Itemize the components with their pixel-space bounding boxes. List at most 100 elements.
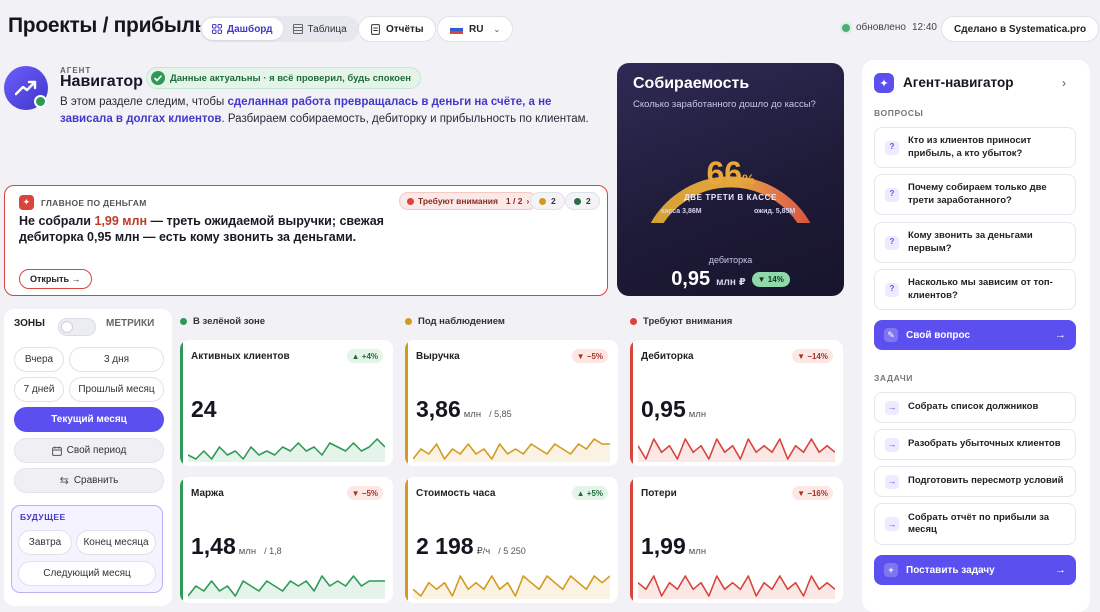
kpi-card-revenue[interactable]: Выручка ▼ −5% 3,86 млн / 5,85	[405, 340, 618, 466]
task-item[interactable]: → Собрать отчёт по прибыли за месяц	[874, 503, 1076, 545]
sparkline-line	[188, 575, 385, 597]
yellow-dot-icon	[539, 197, 546, 205]
kpi-value-row: 1,99 млн	[641, 533, 714, 560]
zone-accent-bar	[180, 477, 183, 603]
question-item[interactable]: ? Насколько мы зависим от топ-клиентов?	[874, 269, 1076, 310]
kpi-value-row: 24	[191, 396, 228, 423]
attention-pager[interactable]: Требуют внимания 1 / 2 ›	[399, 192, 538, 210]
kpi-title: Выручка	[416, 351, 460, 362]
task-item[interactable]: → Разобрать убыточных клиентов	[874, 429, 1076, 460]
kpi-value-row: 2 198 ₽/ч / 5 250	[416, 533, 526, 560]
question-item[interactable]: ? Кто из клиентов приносит прибыль, а кт…	[874, 127, 1076, 168]
collection-percent-value: 66	[706, 155, 743, 191]
kpi-card-losses[interactable]: Потери ▼ −16% 1,99 млн	[630, 477, 843, 603]
plus-icon: +	[884, 563, 898, 577]
language-select[interactable]: RU ⌄	[437, 16, 514, 42]
attention-label: Требуют внимания	[418, 196, 498, 206]
metrics-toggle-label[interactable]: МЕТРИКИ	[106, 318, 155, 329]
own-question-button[interactable]: ✎ Свой вопрос →	[874, 320, 1076, 350]
kpi-delta-badge: ▲ +4%	[346, 349, 383, 363]
collection-caption: ДВЕ ТРЕТИ В КАССЕ	[683, 193, 777, 202]
question-item[interactable]: ? Почему собираем только две трети зараб…	[874, 174, 1076, 215]
online-dot-icon	[842, 23, 850, 32]
sparkline-line	[188, 438, 385, 460]
kpi-sparkline	[413, 575, 610, 599]
sparkle-icon: ✦	[19, 195, 34, 210]
task-item[interactable]: → Собрать список должников	[874, 392, 1076, 423]
tab-dashboard[interactable]: Дашборд	[202, 18, 283, 40]
yellow-dot-icon	[405, 318, 412, 325]
set-task-button[interactable]: + Поставить задачу →	[874, 555, 1076, 585]
chevron-right-icon[interactable]: ›	[1062, 76, 1066, 90]
zones-metrics-switch[interactable]	[58, 318, 96, 336]
custom-period-button[interactable]: Свой период	[14, 438, 164, 463]
kpi-card-receivables[interactable]: Дебиторка ▼ −14% 0,95 млн	[630, 340, 843, 466]
set-task-label: Поставить задачу	[906, 564, 995, 576]
sparkline-area	[638, 439, 835, 462]
sparkline-line	[638, 575, 835, 597]
language-label: RU	[469, 23, 484, 35]
question-icon: ?	[885, 140, 899, 155]
zone-green-label: В зелёной зоне	[193, 316, 266, 327]
kpi-title: Дебиторка	[641, 351, 694, 362]
watch-count-badge[interactable]: 2	[530, 192, 565, 210]
arrow-right-icon: →	[1055, 564, 1066, 576]
collection-percent: 66%	[617, 155, 844, 192]
arrow-right-icon: →	[885, 517, 899, 531]
kpi-title: Потери	[641, 488, 677, 499]
kpi-value: 3,86	[416, 396, 461, 422]
kpi-unit: млн	[238, 546, 257, 557]
calendar-icon	[51, 446, 62, 456]
kpi-sparkline	[413, 438, 610, 462]
future-tomorrow[interactable]: Завтра	[18, 530, 72, 555]
future-label: БУДУЩЕЕ	[20, 512, 66, 522]
receivables-label: дебиторка	[708, 255, 753, 265]
question-icon: ?	[885, 282, 899, 297]
question-text: Почему собираем только две трети заработ…	[908, 182, 1047, 206]
receivables-row: 0,95 млн ₽ ▼ 14%	[617, 268, 844, 291]
future-next-month[interactable]: Следующий месяц	[18, 561, 156, 586]
compare-button[interactable]: ⇆ Сравнить	[14, 468, 164, 493]
own-question-label: Свой вопрос	[906, 329, 971, 341]
open-alert-button[interactable]: Открыть →	[19, 269, 92, 289]
green-dot-icon	[574, 197, 581, 205]
kpi-value-row: 1,48 млн / 1,8	[191, 533, 282, 560]
intro-text-highlight: сделанная работа превращалась в деньги н…	[60, 96, 552, 125]
task-item[interactable]: → Подготовить пересмотр условий	[874, 466, 1076, 497]
kpi-unit: млн	[688, 409, 707, 420]
kpi-card-hour-cost[interactable]: Стоимость часа ▲ +5% 2 198 ₽/ч / 5 250	[405, 477, 618, 603]
receivables-unit: млн ₽	[716, 277, 746, 288]
kpi-title: Стоимость часа	[416, 488, 496, 499]
green-dot-icon	[180, 318, 187, 325]
expected-label: ожид. 5,85М	[754, 208, 796, 215]
period-yesterday[interactable]: Вчера	[14, 347, 64, 372]
zones-toggle-label[interactable]: ЗОНЫ	[14, 318, 45, 329]
kpi-sparkline	[188, 575, 385, 599]
question-item[interactable]: ? Кому звонить за деньгами первым?	[874, 222, 1076, 263]
question-text: Насколько мы зависим от топ-клиентов?	[908, 277, 1053, 301]
receivables-value: 0,95	[671, 268, 711, 290]
zone-accent-bar	[630, 477, 633, 603]
kpi-card-margin[interactable]: Маржа ▼ −5% 1,48 млн / 1,8	[180, 477, 393, 603]
kpi-unit: млн	[463, 409, 482, 420]
period-3-days[interactable]: 3 дня	[69, 347, 164, 372]
agent-role-label: АГЕНТ	[60, 66, 92, 75]
arrow-right-icon: →	[885, 400, 899, 415]
pencil-icon: ✎	[884, 328, 898, 342]
tab-table[interactable]: Таблица	[283, 18, 357, 40]
green-count-badge[interactable]: 2	[565, 192, 600, 210]
kpi-card-active-clients[interactable]: Активных клиентов ▲ +4% 24	[180, 340, 393, 466]
sparkle-icon: ✦	[874, 73, 894, 93]
alert-label: ГЛАВНОЕ ПО ДЕНЬГАМ	[41, 197, 147, 208]
period-last-month[interactable]: Прошлый месяц	[69, 377, 164, 402]
future-month-end[interactable]: Конец месяца	[76, 530, 156, 555]
alert-amount: 1,99 млн	[94, 214, 147, 228]
made-in-link[interactable]: Сделано в Systematica.pro	[941, 16, 1100, 42]
switch-knob	[61, 321, 73, 333]
zone-accent-bar	[630, 340, 633, 466]
period-7-days[interactable]: 7 дней	[14, 377, 64, 402]
agent-intro-text: В этом разделе следим, чтобы сделанная р…	[60, 94, 600, 128]
data-status-badge: Данные актуальны · я всё проверил, будь …	[146, 67, 421, 89]
reports-button[interactable]: Отчёты	[358, 16, 437, 42]
period-current-month[interactable]: Текущий месяц	[14, 407, 164, 432]
